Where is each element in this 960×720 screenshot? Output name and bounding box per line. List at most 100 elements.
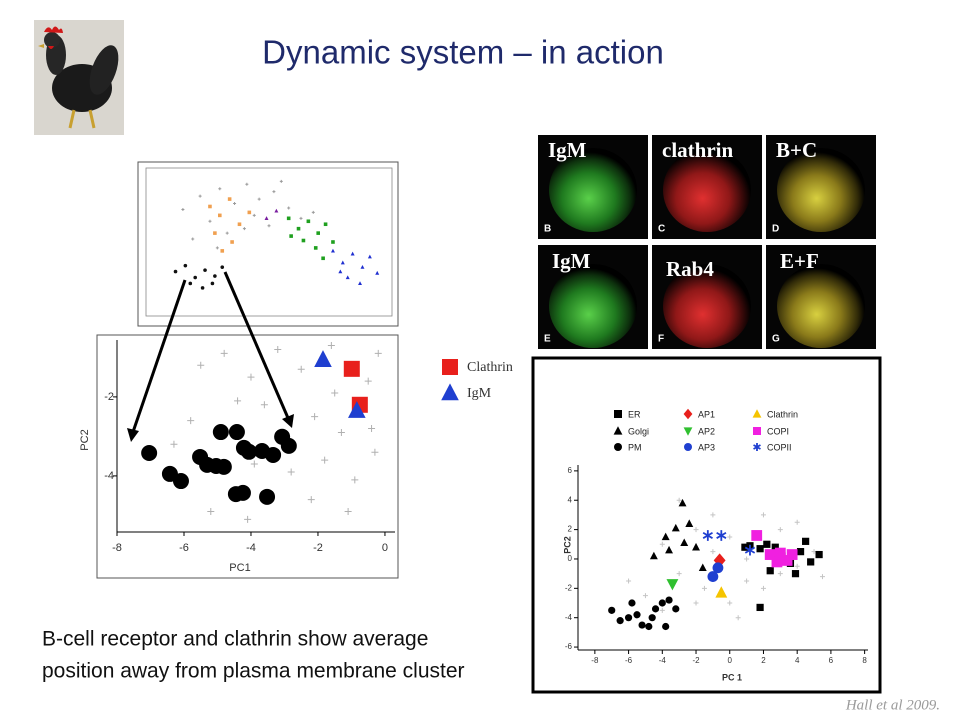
point	[212, 424, 229, 441]
point	[200, 286, 205, 290]
legend-marker	[614, 410, 622, 418]
point	[760, 585, 766, 591]
point	[628, 599, 636, 607]
legend-marker	[442, 359, 458, 375]
point	[247, 373, 255, 381]
point	[237, 222, 242, 227]
series	[330, 248, 380, 286]
point	[744, 544, 756, 556]
cell-image	[777, 264, 865, 348]
micrograph-letter: F	[658, 334, 664, 345]
scatter-chart: -8 -6 -4 -2 0 2 4 6 8 -6 -4 -2 0 2 4 6 PC 1 PC2 ER Golgi PM A…	[531, 356, 882, 694]
series	[626, 497, 825, 621]
x-tick-label: 0	[728, 656, 733, 665]
point	[183, 263, 188, 268]
point	[633, 611, 641, 619]
x-axis-label: PC 1	[722, 672, 742, 682]
point	[321, 256, 325, 261]
legend-marker	[683, 408, 693, 420]
charts: -8 -6 -4 -2 0 -2 -4 PC1 PC2 Clathrin IgM	[79, 161, 513, 579]
point	[651, 605, 660, 613]
x-tick-label: 6	[829, 656, 834, 665]
micrograph: Rab4 F	[652, 245, 762, 349]
point	[245, 182, 249, 186]
legend-marker	[614, 443, 622, 451]
pca-panel: -8 -6 -4 -2 0 2 4 6 8 -6 -4 -2 0 2 4 6 PC 1 PC2 ER Golgi PM A…	[531, 356, 882, 694]
point	[220, 265, 225, 269]
point	[274, 208, 279, 213]
point	[280, 437, 297, 454]
micrograph-letter: E	[544, 334, 551, 345]
point	[364, 377, 372, 385]
micrograph: E+F G	[766, 245, 876, 349]
point	[712, 562, 724, 574]
point	[707, 571, 719, 582]
arrows	[127, 271, 294, 442]
point	[807, 558, 815, 566]
micrograph-letter: D	[772, 224, 779, 235]
series	[173, 263, 225, 290]
x-tick-label: -4	[659, 656, 667, 665]
point	[264, 216, 269, 220]
point	[649, 551, 658, 560]
cell-image	[549, 264, 637, 348]
point	[287, 468, 295, 476]
legend-label: Golgi	[628, 426, 649, 436]
point	[327, 342, 335, 350]
y-tick-label: -2	[104, 391, 114, 403]
point	[777, 527, 783, 533]
x-tick-label: 2	[761, 656, 766, 665]
point	[626, 578, 632, 584]
point	[796, 548, 805, 556]
chart-frame	[531, 356, 882, 694]
point	[272, 190, 276, 194]
point	[173, 269, 178, 274]
legend-marker	[753, 443, 761, 451]
point	[313, 246, 318, 250]
micrograph-label: E+F	[780, 249, 819, 273]
point	[716, 530, 727, 541]
point	[791, 570, 800, 578]
legend-marker	[684, 443, 692, 451]
point	[316, 231, 320, 235]
point	[348, 401, 366, 418]
point	[661, 532, 670, 541]
point	[685, 519, 694, 527]
y-tick-label: -2	[565, 583, 573, 592]
point	[330, 248, 335, 253]
point	[340, 260, 345, 265]
point	[676, 497, 682, 503]
point	[672, 605, 680, 613]
y-tick-label: -4	[565, 613, 573, 622]
slide-title: Dynamic system – in action	[262, 34, 664, 71]
legend-label: Clathrin	[467, 360, 513, 375]
legend-label: AP1	[698, 409, 715, 419]
point	[744, 578, 750, 584]
point	[260, 401, 268, 409]
point	[756, 603, 764, 612]
point	[301, 238, 306, 243]
point	[307, 496, 315, 504]
x-tick-label: -2	[313, 542, 323, 554]
point	[257, 197, 261, 201]
point	[659, 607, 665, 613]
point	[371, 448, 379, 456]
point	[608, 606, 616, 614]
point	[727, 534, 733, 540]
y-tick-label: -4	[104, 470, 114, 482]
micrograph: IgM E	[538, 245, 648, 349]
point	[659, 541, 665, 547]
point	[751, 530, 763, 541]
x-tick-label: -6	[179, 542, 189, 554]
point	[676, 571, 682, 577]
x-tick-label: -4	[246, 542, 256, 554]
point	[225, 231, 229, 235]
point	[645, 622, 653, 631]
point	[360, 265, 365, 269]
cell-image	[777, 148, 865, 232]
point	[286, 216, 291, 221]
point	[207, 507, 215, 515]
point	[727, 600, 733, 606]
point	[218, 187, 222, 191]
legend-marker	[683, 427, 693, 436]
